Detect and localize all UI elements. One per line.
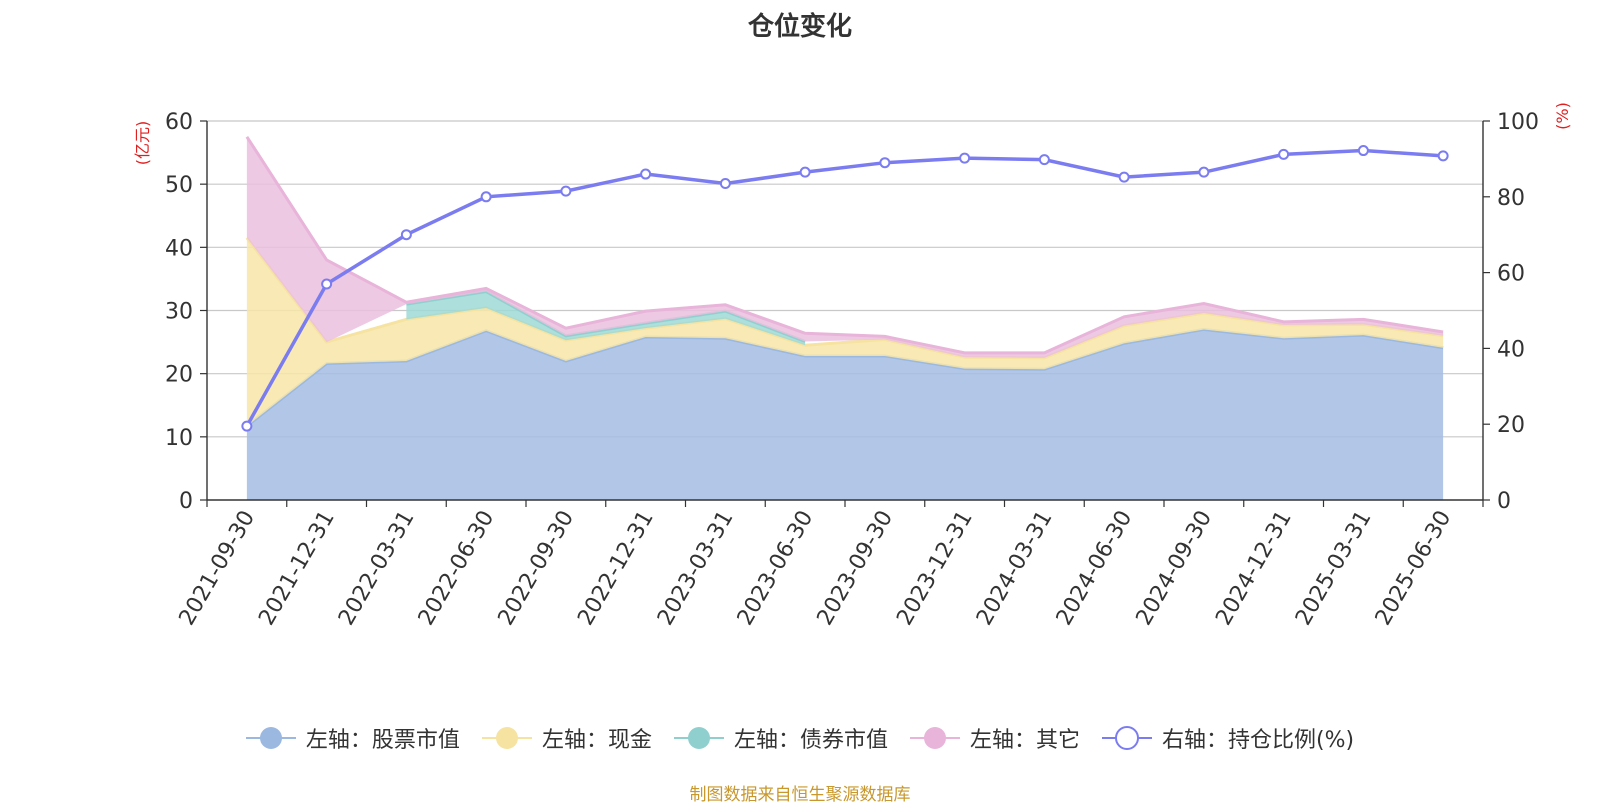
- right-axis-tick-label: 80: [1497, 186, 1525, 211]
- x-axis-tick-label: 2025-06-30: [1371, 507, 1457, 630]
- x-axis-tick-label: 2023-03-31: [653, 507, 739, 630]
- legend-label: 左轴：现金: [541, 728, 652, 753]
- x-axis-tick-label: 2024-06-30: [1052, 507, 1138, 630]
- x-axis-tick-label: 2023-12-31: [892, 507, 978, 630]
- right-axis-tick-label: 100: [1497, 110, 1539, 135]
- legend-filled-circle-icon: [909, 727, 960, 749]
- area-edge-line: [245, 135, 1444, 355]
- ratio-point: [1038, 154, 1050, 166]
- x-axis-tick-label: 2022-03-31: [334, 507, 420, 630]
- ratio-point: [799, 166, 811, 178]
- right-axis-tick-label: 60: [1497, 262, 1525, 287]
- ratio-line: [245, 148, 1444, 427]
- x-axis-tick-label: 2024-12-31: [1211, 507, 1297, 630]
- legend-item[interactable]: 右轴：持仓比例(%): [1101, 722, 1355, 754]
- area-series: [245, 135, 1444, 500]
- right-axis-tick-label: 40: [1497, 337, 1525, 362]
- ratio-point: [241, 420, 253, 432]
- ratio-point: [560, 185, 572, 197]
- legend-label: 左轴：债券市值: [733, 728, 888, 753]
- legend-filled-circle-icon: [481, 727, 532, 749]
- legend: 左轴：股票市值 左轴：现金 左轴：债券市值 左轴：其它 右轴：持仓比例(%): [0, 722, 1600, 754]
- legend-item[interactable]: 左轴：债券市值: [673, 722, 888, 754]
- left-axis-tick-label: 50: [165, 173, 193, 198]
- x-axis-tick-label: 2022-09-30: [493, 507, 579, 630]
- ratio-point: [1278, 148, 1290, 160]
- left-axis-tick-label: 60: [165, 110, 193, 135]
- legend-item[interactable]: 左轴：股票市值: [245, 722, 460, 754]
- x-axis-tick-label: 2022-06-30: [414, 507, 500, 630]
- x-axis-tick-label: 2021-12-31: [254, 507, 340, 630]
- ratio-point: [719, 178, 731, 190]
- legend-filled-circle-icon: [245, 727, 296, 749]
- left-axis-tick-label: 0: [179, 489, 193, 514]
- ratio-point: [480, 191, 492, 203]
- legend-filled-circle-icon: [673, 727, 724, 749]
- legend-hollow-circle-icon: [1101, 726, 1152, 750]
- ratio-point: [321, 278, 333, 290]
- left-axis-unit: (亿元): [133, 121, 152, 166]
- left-axis-tick-label: 40: [165, 236, 193, 261]
- ratio-line-series: [241, 145, 1449, 432]
- left-axis-tick-label: 30: [165, 300, 193, 325]
- right-axis-tick-label: 0: [1497, 489, 1511, 514]
- area-band: [246, 329, 1444, 500]
- ratio-point: [400, 229, 412, 241]
- ratio-point: [959, 152, 971, 164]
- ratio-point: [879, 157, 891, 169]
- x-axis-tick-label: 2021-09-30: [174, 507, 260, 630]
- right-axis-unit: (%): [1553, 102, 1572, 130]
- legend-label: 左轴：其它: [969, 728, 1080, 753]
- x-axis-tick-label: 2023-09-30: [812, 507, 898, 630]
- area-band: [406, 291, 806, 346]
- ratio-point: [1437, 150, 1449, 162]
- x-axis-tick-label: 2023-06-30: [733, 507, 819, 630]
- right-axis-tick-label: 20: [1497, 413, 1525, 438]
- source-note: 制图数据来自恒生聚源数据库: [689, 785, 911, 805]
- left-axis-tick-label: 10: [165, 426, 193, 451]
- x-axis-tick-label: 2022-12-31: [573, 507, 659, 630]
- chart-title: 仓位变化: [747, 12, 852, 42]
- ratio-point: [1357, 145, 1369, 157]
- x-axis-tick-label: 2024-03-31: [972, 507, 1058, 630]
- legend-label: 左轴：股票市值: [305, 728, 460, 753]
- left-axis-tick-label: 20: [165, 363, 193, 388]
- legend-item[interactable]: 左轴：现金: [481, 722, 652, 754]
- ratio-point: [640, 168, 652, 180]
- legend-item[interactable]: 左轴：其它: [909, 722, 1080, 754]
- ratio-point: [1198, 166, 1210, 178]
- legend-label: 右轴：持仓比例(%): [1161, 728, 1355, 753]
- ratio-point: [1118, 171, 1130, 183]
- x-axis-tick-label: 2025-03-31: [1291, 507, 1377, 630]
- x-axis-tick-label: 2024-09-30: [1131, 507, 1217, 630]
